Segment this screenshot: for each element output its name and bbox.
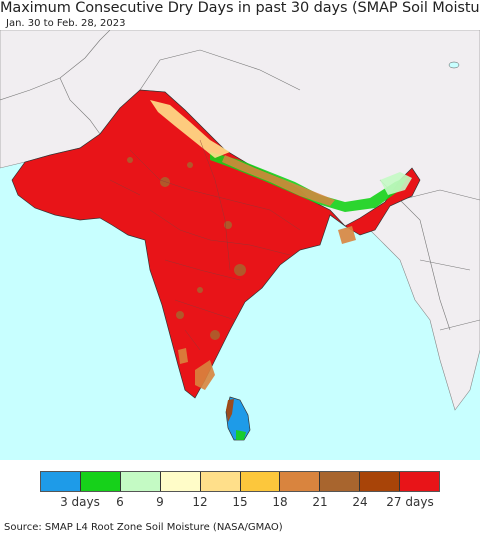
legend-tick: 3 days [60,495,100,509]
legend-tick: 24 [352,495,368,509]
legend-ticks: 3 days 6 9 12 15 18 21 24 27 days [40,495,440,511]
legend-swatch [319,472,360,491]
himalaya-yellow-band [150,100,230,158]
himalaya-pale-band [380,172,412,195]
legend-swatch [159,472,200,491]
sri-lanka-green-edge [236,430,246,440]
state-borders [109,139,301,351]
legend-tick: 21 [312,495,328,509]
legend-swatch [279,472,320,491]
sri-lanka-dry-edge [226,399,234,422]
map-title: Maximum Consecutive Dry Days in past 30 … [0,0,480,16]
source-credit: Source: SMAP L4 Root Zone Soil Moisture … [4,522,283,533]
legend-swatch [119,472,160,491]
legend-tick: 27 days [386,495,434,509]
himalaya-brown-band [222,155,335,206]
legend-swatch [199,472,240,491]
legend-tick: 6 [116,495,124,509]
legend-tick: 9 [156,495,164,509]
legend-tick: 18 [272,495,288,509]
legend-swatch [359,472,400,491]
legend-swatch [41,472,80,491]
legend-tick: 12 [192,495,208,509]
coastal-patches [178,226,356,390]
legend-swatch [79,472,120,491]
lake [448,61,460,69]
color-legend [40,471,440,492]
legend-swatch [399,472,440,491]
legend-swatch [239,472,280,491]
date-range: Jan. 30 to Feb. 28, 2023 [6,18,126,29]
interior-patches [127,157,246,340]
map-canvas [0,30,480,460]
legend-tick: 15 [232,495,248,509]
country-borders [0,30,480,331]
